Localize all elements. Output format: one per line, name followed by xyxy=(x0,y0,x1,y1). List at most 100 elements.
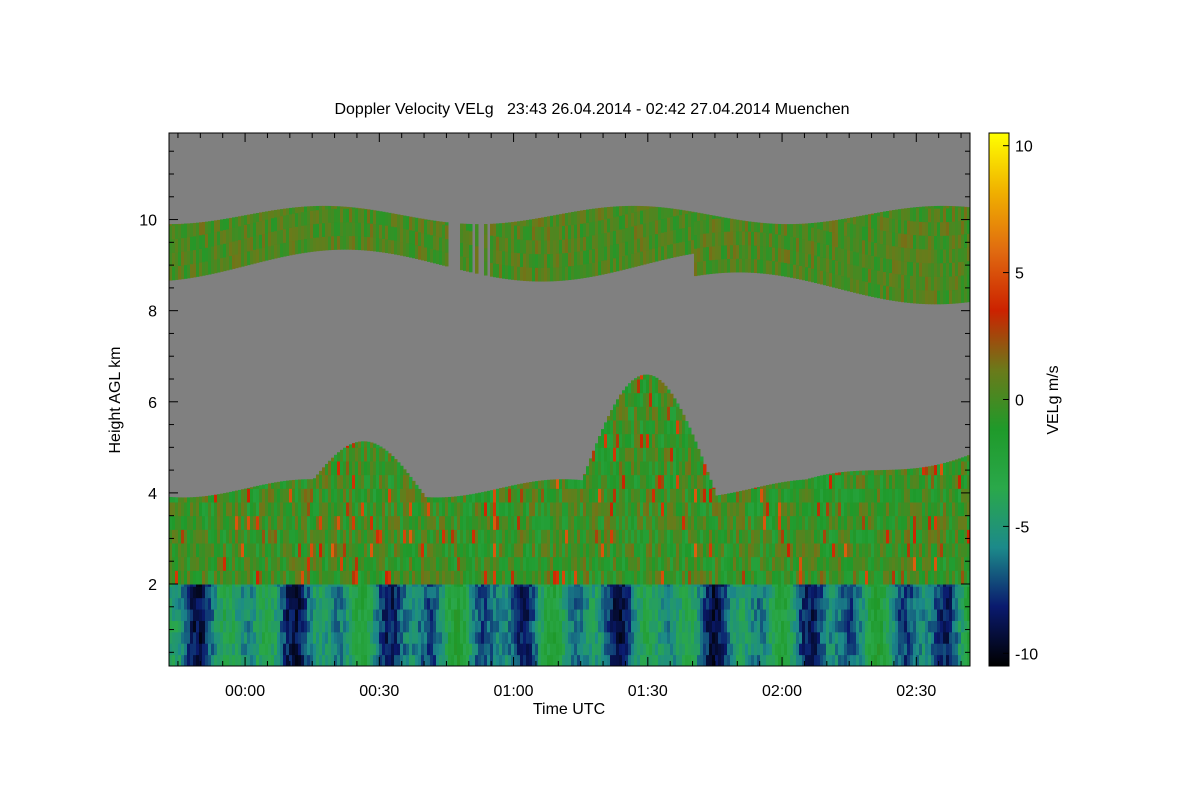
velocity-cell xyxy=(823,597,827,610)
velocity-cell xyxy=(556,643,560,656)
velocity-cell xyxy=(334,654,338,666)
velocity-cell xyxy=(289,207,293,215)
velocity-cell xyxy=(712,654,716,666)
velocity-cell xyxy=(661,609,665,621)
velocity-cell xyxy=(370,654,374,666)
velocity-cell xyxy=(442,654,446,666)
velocity-cell xyxy=(676,620,680,633)
velocity-cell xyxy=(841,654,845,666)
velocity-cell xyxy=(817,502,821,517)
velocity-cell xyxy=(505,251,509,266)
velocity-cell xyxy=(835,488,839,503)
velocity-cell xyxy=(586,235,590,251)
velocity-cell xyxy=(421,246,425,261)
velocity-cell xyxy=(736,631,740,644)
velocity-cell xyxy=(169,597,173,610)
velocity-cell xyxy=(694,586,698,599)
velocity-cell xyxy=(178,556,182,571)
velocity-cell xyxy=(466,586,470,599)
velocity-cell xyxy=(745,543,749,558)
velocity-cell xyxy=(538,586,542,599)
velocity-cell xyxy=(613,643,617,656)
velocity-cell xyxy=(328,208,332,223)
velocity-cell xyxy=(202,586,206,599)
velocity-cell xyxy=(799,251,803,266)
velocity-cell xyxy=(568,479,572,489)
velocity-cell xyxy=(709,643,713,656)
velocity-cell xyxy=(187,529,191,544)
velocity-cell xyxy=(175,224,179,239)
velocity-cell xyxy=(850,586,854,599)
velocity-cell xyxy=(487,620,491,633)
velocity-cell xyxy=(526,239,530,254)
velocity-cell xyxy=(235,597,239,610)
velocity-cell xyxy=(547,515,551,530)
velocity-cell xyxy=(430,529,434,544)
velocity-cell xyxy=(595,261,599,276)
velocity-cell xyxy=(496,543,500,558)
velocity-cell xyxy=(379,211,383,225)
velocity-cell xyxy=(409,556,413,571)
velocity-cell xyxy=(217,654,221,666)
velocity-cell xyxy=(670,654,674,666)
velocity-cell xyxy=(436,249,440,265)
velocity-cell xyxy=(649,221,653,236)
velocity-cell xyxy=(229,586,233,599)
velocity-cell xyxy=(283,620,287,633)
velocity-cell xyxy=(532,654,536,666)
velocity-cell xyxy=(739,609,743,621)
velocity-cell xyxy=(556,239,560,254)
velocity-cell xyxy=(748,620,752,633)
velocity-cell xyxy=(613,206,617,218)
velocity-cell xyxy=(271,488,275,503)
velocity-cell xyxy=(586,570,590,585)
velocity-cell xyxy=(181,654,185,666)
velocity-cell xyxy=(430,597,434,610)
velocity-cell xyxy=(304,502,308,517)
velocity-cell xyxy=(304,479,308,489)
velocity-cell xyxy=(436,597,440,610)
velocity-cell xyxy=(658,631,662,644)
velocity-cell xyxy=(574,654,578,666)
velocity-cell xyxy=(739,244,743,259)
velocity-cell xyxy=(493,654,497,666)
velocity-cell xyxy=(502,631,506,644)
velocity-cell xyxy=(652,461,656,476)
velocity-cell xyxy=(490,654,494,666)
velocity-cell xyxy=(778,620,782,633)
velocity-cell xyxy=(607,643,611,656)
velocity-cell xyxy=(337,452,341,462)
velocity-cell xyxy=(868,654,872,666)
velocity-cell xyxy=(571,238,575,253)
velocity-cell xyxy=(307,224,311,239)
velocity-cell xyxy=(589,235,593,250)
velocity-cell xyxy=(712,245,716,261)
velocity-cell xyxy=(733,631,737,644)
velocity-cell xyxy=(841,643,845,656)
velocity-cell xyxy=(544,515,548,530)
velocity-cell xyxy=(562,631,566,644)
chart-title: Doppler Velocity VELg 23:43 26.04.2014 -… xyxy=(334,101,849,118)
velocity-cell xyxy=(274,620,278,633)
velocity-cell xyxy=(169,643,173,656)
velocity-cell xyxy=(757,488,761,503)
velocity-cell xyxy=(598,233,602,248)
velocity-cell xyxy=(667,392,671,407)
velocity-cell xyxy=(520,488,524,503)
velocity-cell xyxy=(682,461,686,476)
velocity-cell xyxy=(571,570,575,585)
velocity-cell xyxy=(796,529,800,544)
velocity-cell xyxy=(604,609,608,621)
velocity-cell xyxy=(646,433,650,448)
velocity-cell xyxy=(310,529,314,544)
velocity-cell xyxy=(253,486,257,489)
velocity-cell xyxy=(382,211,386,226)
velocity-cell xyxy=(859,631,863,644)
velocity-cell xyxy=(292,543,296,558)
velocity-cell xyxy=(697,461,701,476)
velocity-cell xyxy=(670,620,674,633)
velocity-cell xyxy=(622,515,626,530)
velocity-cell xyxy=(847,277,851,292)
velocity-cell xyxy=(643,406,647,421)
velocity-cell xyxy=(730,218,734,232)
